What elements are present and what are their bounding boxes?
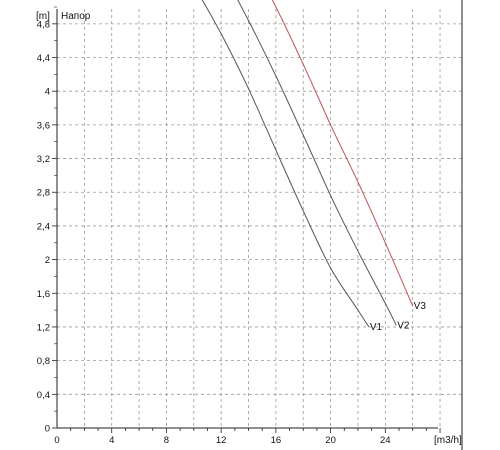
- x-ticks: 0 4 8 12 16 20 24: [54, 428, 441, 446]
- series-label-v2: V2: [397, 320, 410, 331]
- y-tick-label: 0,4: [37, 390, 50, 401]
- y-axis-label: Напор: [61, 11, 91, 22]
- x-tick-label: 4: [109, 435, 114, 446]
- y-tick-label: 3,2: [37, 154, 50, 165]
- series-label-v3: V3: [414, 301, 427, 312]
- x-tick-label: 20: [325, 435, 336, 446]
- y-tick-label: 1,6: [37, 289, 50, 300]
- horizontal-grid: [57, 23, 462, 395]
- y-axis-unit: [m]: [36, 11, 50, 22]
- x-tick-label: 8: [164, 435, 169, 446]
- series-line-v3: [271, 0, 414, 307]
- series-line-v1: [201, 0, 370, 328]
- x-tick-label: 0: [54, 435, 59, 446]
- series-label-v1: V1: [370, 322, 383, 333]
- y-tick-label: 1,2: [37, 322, 50, 333]
- y-tick-label: 2: [45, 255, 50, 266]
- y-tick-label: 2,4: [37, 221, 50, 232]
- series-group: V1 V2 V3: [201, 0, 427, 333]
- series-line-v2: [237, 0, 397, 326]
- x-tick-label: 24: [380, 435, 391, 446]
- y-tick-label: 4,8: [37, 19, 50, 30]
- y-tick-label: 2,8: [37, 188, 50, 199]
- x-tick-label: 16: [271, 435, 282, 446]
- y-tick-label: 0,8: [37, 356, 50, 367]
- y-tick-label: 4,4: [37, 53, 50, 64]
- x-tick-label: 12: [216, 435, 227, 446]
- vertical-grid: [83, 9, 441, 428]
- y-tick-label: 4: [45, 87, 50, 98]
- y-tick-label: 3,6: [37, 120, 50, 131]
- y-ticks: 00,40,81,21,622,42,83,23,644,44,85,25,66…: [37, 6, 57, 435]
- y-tick-label: 0: [45, 424, 50, 435]
- x-axis-unit: [m3/h]: [434, 435, 462, 446]
